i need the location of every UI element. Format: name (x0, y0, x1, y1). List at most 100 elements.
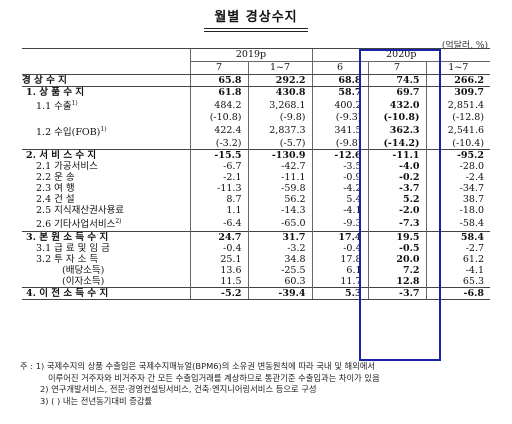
row-label: 경 상 수 지 (22, 74, 190, 88)
table-row: 2. 서 비 스 수 지 -15.5 -130.9 -12.6 -11.1 -95.2 (22, 148, 491, 161)
table-row: 3. 본 원 소 득 수 지 24.7 31.7 17.4 19.5 58.4 (22, 230, 491, 243)
row-value: 58.4 (425, 230, 491, 243)
row-label: 4. 이 전 소 득 수 지 (22, 287, 190, 301)
header-blank (22, 48, 190, 62)
row-value: 432.0 (367, 98, 427, 113)
row-label: 2.2 운 송 (22, 172, 190, 183)
row-label-text: (이자소득) (62, 276, 105, 288)
row-label-text: 1. 상 품 수 지 (26, 87, 85, 99)
row-value: -14.3 (247, 205, 313, 217)
table-row: (-3.2) (-5.7) (-9.8) (-14.2) (-10.4) (22, 137, 491, 150)
row-value: 34.8 (247, 253, 313, 265)
row-value: -18.0 (425, 205, 491, 217)
row-value: 2,851.4 (425, 98, 491, 113)
row-value: -6.8 (425, 287, 491, 301)
row-value: -0.4 (189, 242, 248, 254)
row-value: -3.7 (367, 183, 427, 195)
row-value: -130.9 (247, 148, 313, 161)
row-label-text: 경 상 수 지 (22, 75, 67, 86)
table-row: (이자소득) 11.5 60.3 11.7 12.8 65.3 (22, 276, 491, 288)
row-value: -3.7 (367, 287, 427, 301)
row-value: -3.2 (247, 242, 313, 254)
row-value: (-14.2) (367, 137, 427, 150)
row-label (22, 138, 190, 150)
row-label-text: 1.1 수출 (36, 101, 72, 113)
row-label: 2.3 여 행 (22, 183, 190, 194)
row-value: 266.2 (425, 74, 491, 88)
table-row: 1.1 수출1) 484.2 3,268.1 400.2 432.0 2,851.4 (22, 98, 491, 113)
table-row: 2.5 지식재산권사용료 1.1 -14.3 -4.1 -2.0 -18.0 (22, 205, 491, 217)
row-label: 2.1 가공서비스 (22, 161, 190, 172)
row-value: -0.4 (311, 242, 369, 254)
title-underline (204, 28, 308, 29)
row-label-text: 2. 서 비 스 수 지 (26, 149, 97, 161)
row-label-text: (배당소득) (62, 264, 105, 276)
row-label: 2.5 지식재산권사용료 (22, 205, 190, 216)
row-footnote-mark: 1) (100, 125, 107, 133)
row-value: (-9.8) (311, 137, 369, 150)
row-value: 13.6 (189, 264, 248, 277)
row-label: 2.6 기타사업서비스2) (22, 216, 190, 231)
row-value: 17.8 (311, 253, 369, 265)
row-label-text: 2.4 건 설 (36, 194, 75, 206)
header-col-5: 1~7 (425, 61, 491, 75)
row-value: -3.5 (311, 160, 369, 173)
row-value: -6.7 (189, 160, 248, 173)
table-row: 1.2 수입(FOB)1) 422.4 2,837.3 341.5 362.3 2,541… (22, 123, 491, 138)
row-value: 2,541.6 (425, 123, 491, 138)
row-value: -7.3 (367, 216, 427, 232)
row-value: -58.4 (425, 216, 491, 232)
table-row: 2.1 가공서비스 -6.7 -42.7 -3.5 -4.0 -28.0 (22, 160, 491, 173)
table-row: 2.4 건 설 8.7 56.2 5.4 5.2 38.7 (22, 194, 491, 206)
row-value: 5.4 (311, 194, 369, 206)
note-2: 2) 연구개발서비스, 전문·경영컨설팅서비스, 건축·엔지니어링서비스 등으로… (40, 384, 317, 394)
row-label: (이자소득) (22, 276, 190, 288)
row-value: 24.7 (189, 230, 248, 243)
table-row: (배당소득) 13.6 -25.5 6.1 7.2 -4.1 (22, 264, 491, 277)
row-value: -34.7 (425, 183, 491, 195)
row-value: 60.3 (247, 276, 313, 288)
row-value: 8.7 (189, 194, 248, 206)
note-1-cont: 이루어진 거주자와 비거주자 간 모든 수출입거래를 계상하므로 통관기준 수출… (48, 372, 380, 383)
row-value: -2.1 (189, 172, 248, 184)
row-value: (-9.8) (247, 112, 313, 124)
row-value: 362.3 (367, 123, 427, 138)
row-value: 1.1 (189, 205, 248, 217)
row-value: 6.1 (311, 264, 369, 277)
highlight-box-2020-7 (359, 49, 441, 361)
row-value: -11.3 (189, 183, 248, 195)
row-label-text: 2.6 기타사업서비스 (36, 219, 116, 231)
row-value: 19.5 (367, 230, 427, 243)
row-value: 430.8 (247, 86, 313, 99)
row-value: -25.5 (247, 264, 313, 277)
row-label-text: 3.1 급 료 및 임 금 (36, 242, 110, 254)
row-label: 3.1 급 료 및 임 금 (22, 243, 190, 254)
row-label-text: 3.2 투 자 소 득 (36, 253, 99, 265)
table-row: 1. 상 품 수 지 61.8 430.8 58.7 69.7 309.7 (22, 86, 491, 99)
row-value: -15.5 (189, 148, 248, 161)
footnotes: 주 : 1) 국제수지의 상품 수출입은 국제수지매뉴얼(BPM6)의 소유권 … (20, 361, 380, 407)
row-value: 31.7 (247, 230, 313, 243)
row-value: 292.2 (247, 74, 313, 88)
row-value: 20.0 (367, 253, 427, 265)
row-value: (-3.2) (189, 137, 248, 150)
row-label-text: 2.3 여 행 (36, 183, 75, 195)
row-value: 400.2 (311, 98, 369, 113)
row-value: (-10.8) (189, 112, 248, 124)
row-value: -5.2 (189, 287, 248, 301)
row-value: -12.6 (311, 148, 369, 161)
row-value: (-5.7) (247, 137, 313, 150)
header-col-1: 7 (189, 61, 248, 75)
table-row: 2.2 운 송 -2.1 -11.1 -0.9 -0.2 -2.4 (22, 172, 491, 184)
row-value: 484.2 (189, 98, 248, 113)
row-value: 7.2 (367, 264, 427, 277)
row-label-text: 2.1 가공서비스 (36, 160, 98, 172)
current-account-table: 2019p 2020p 7 1~7 6 7 1~7 경 상 수 지 65.8 292… (22, 48, 491, 301)
row-label: 1.2 수입(FOB)1) (22, 124, 190, 138)
row-label: (배당소득) (22, 265, 190, 276)
row-value: -2.4 (425, 172, 491, 184)
page-title: 월별 경상수지 (0, 6, 512, 32)
row-value: 69.7 (367, 86, 427, 99)
row-value: -4.1 (425, 264, 491, 277)
row-value: -4.0 (367, 160, 427, 173)
